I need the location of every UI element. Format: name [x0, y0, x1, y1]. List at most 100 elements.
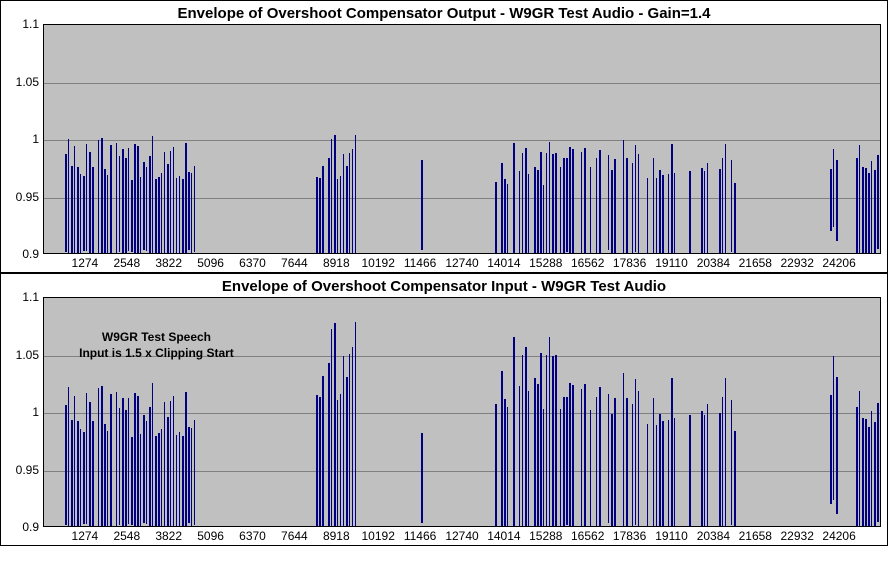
chart1-data-line: [167, 164, 169, 254]
chart1-data-line: [355, 135, 356, 254]
chart1-data-line: [161, 173, 162, 254]
chart1-data-line: [671, 144, 673, 254]
chart2-data-line: [140, 434, 141, 527]
chart1-data-line: [880, 172, 881, 254]
chart2-data-line: [734, 431, 736, 527]
chart2-x-tick-label: 11466: [404, 529, 436, 543]
chart1-data-line: [560, 167, 561, 253]
chart1-x-tick-label: 19110: [655, 256, 687, 270]
chart1-x-tick-label: 6370: [239, 256, 266, 270]
chart2-data-line: [161, 429, 162, 527]
chart1-data-line: [874, 170, 876, 254]
chart2-data-line: [349, 354, 350, 527]
chart2-data-line: [65, 405, 67, 525]
chart1-data-line: [731, 160, 732, 252]
chart2-data-line: [874, 422, 876, 527]
chart2-y-tick-label: 1.05: [16, 348, 39, 362]
chart2-data-line: [659, 414, 661, 526]
chart1-data-line: [137, 146, 139, 254]
chart1-y-tick-label: 0.95: [16, 190, 39, 204]
chart1-data-line: [507, 184, 508, 254]
chart1-x-tick-label: 16562: [571, 256, 604, 270]
chart1-data-line: [656, 178, 657, 254]
chart2-data-line: [528, 391, 529, 527]
chart1-x-tick-label: 20384: [697, 256, 730, 270]
chart1-data-line: [128, 148, 129, 251]
chart2-y-tick-label: 1.1: [22, 290, 39, 304]
chart1-data-line: [89, 152, 91, 254]
chart2-data-line: [125, 410, 127, 527]
chart2-data-line: [71, 420, 73, 526]
chart2-data-line: [164, 402, 165, 527]
chart1-data-line: [328, 158, 330, 254]
chart1-data-line: [596, 158, 597, 254]
chart2-x-tick-label: 15288: [529, 529, 562, 543]
chart2-data-line: [337, 400, 338, 527]
chart1-data-line: [569, 147, 571, 254]
chart1-data-line: [104, 169, 106, 254]
chart1-data-line: [101, 138, 103, 254]
chart1-plot-area: [43, 24, 881, 254]
chart1-data-line: [659, 170, 661, 253]
chart1-data-line: [125, 158, 127, 254]
chart1-x-tick-label: 8918: [323, 256, 350, 270]
chart2-data-line: [560, 409, 561, 526]
chart2-x-axis: 1274254838225096637076448918101921146612…: [43, 527, 881, 545]
chart2-data-line: [877, 403, 879, 523]
chart2-data-line: [880, 425, 881, 527]
chart2-data-line: [501, 371, 503, 527]
chart2-data-line: [101, 386, 103, 528]
chart2-x-tick-label: 20384: [697, 529, 730, 543]
chart2-data-line: [68, 387, 69, 527]
chart2-data-line: [833, 356, 834, 500]
chart1-data-line: [856, 158, 858, 254]
chart2-data-line: [495, 404, 497, 527]
chart2-x-tick-label: 10192: [362, 529, 395, 543]
chart1-data-line: [337, 179, 338, 254]
chart1-data-line: [68, 139, 69, 254]
chart2-data-line: [572, 385, 574, 527]
chart2-data-line: [340, 394, 341, 527]
chart2-data-line: [830, 395, 832, 504]
chart1-data-line: [674, 173, 675, 254]
chart2-data-line: [707, 404, 708, 527]
chart2-data-line: [152, 383, 153, 527]
chart1-data-line: [194, 166, 195, 252]
chart1-data-line: [346, 166, 348, 254]
chart1-x-tick-label: 3822: [155, 256, 182, 270]
chart2-y-tick-label: 1: [32, 405, 39, 419]
chart1-y-axis: 0.90.9511.051.1: [1, 24, 43, 254]
chart1-data-line: [316, 177, 318, 254]
chart2-x-tick-label: 6370: [239, 529, 266, 543]
chart1-data-line: [537, 170, 539, 254]
chart1-data-line: [92, 167, 94, 254]
chart2-x-tick-label: 24206: [822, 529, 855, 543]
chart2-plot-area: W9GR Test Speech Input is 1.5 x Clipping…: [43, 297, 881, 527]
chart2-data-line: [167, 417, 169, 527]
chart1-data-line: [176, 178, 177, 254]
chart2-data-line: [608, 394, 609, 523]
chart1-y-tick-label: 1.05: [16, 75, 39, 89]
chart2-data-line: [868, 427, 870, 527]
chart2-data-line: [173, 396, 174, 527]
chart2-x-tick-label: 22932: [781, 529, 814, 543]
chart1-data-line: [74, 146, 75, 254]
chart2-data-line: [346, 377, 348, 527]
chart1-data-line: [77, 167, 79, 254]
chart1-data-line: [322, 166, 324, 254]
chart1-data-line: [725, 144, 726, 254]
chart2-data-line: [549, 337, 550, 527]
chart1-data-line: [519, 171, 520, 254]
chart2-data-line: [638, 391, 639, 527]
chart2-data-line: [674, 418, 675, 527]
chart2-data-line: [188, 427, 190, 523]
chart1-data-line: [146, 167, 147, 251]
chart2-data-line: [80, 429, 81, 527]
chart1-x-tick-label: 7644: [281, 256, 308, 270]
chart2-data-line: [322, 376, 324, 527]
chart2-data-line: [143, 415, 145, 522]
chart1-data-line: [635, 145, 636, 252]
chart1-data-line: [534, 167, 536, 254]
chart1-data-line: [868, 173, 870, 254]
chart2-data-line: [89, 402, 91, 527]
